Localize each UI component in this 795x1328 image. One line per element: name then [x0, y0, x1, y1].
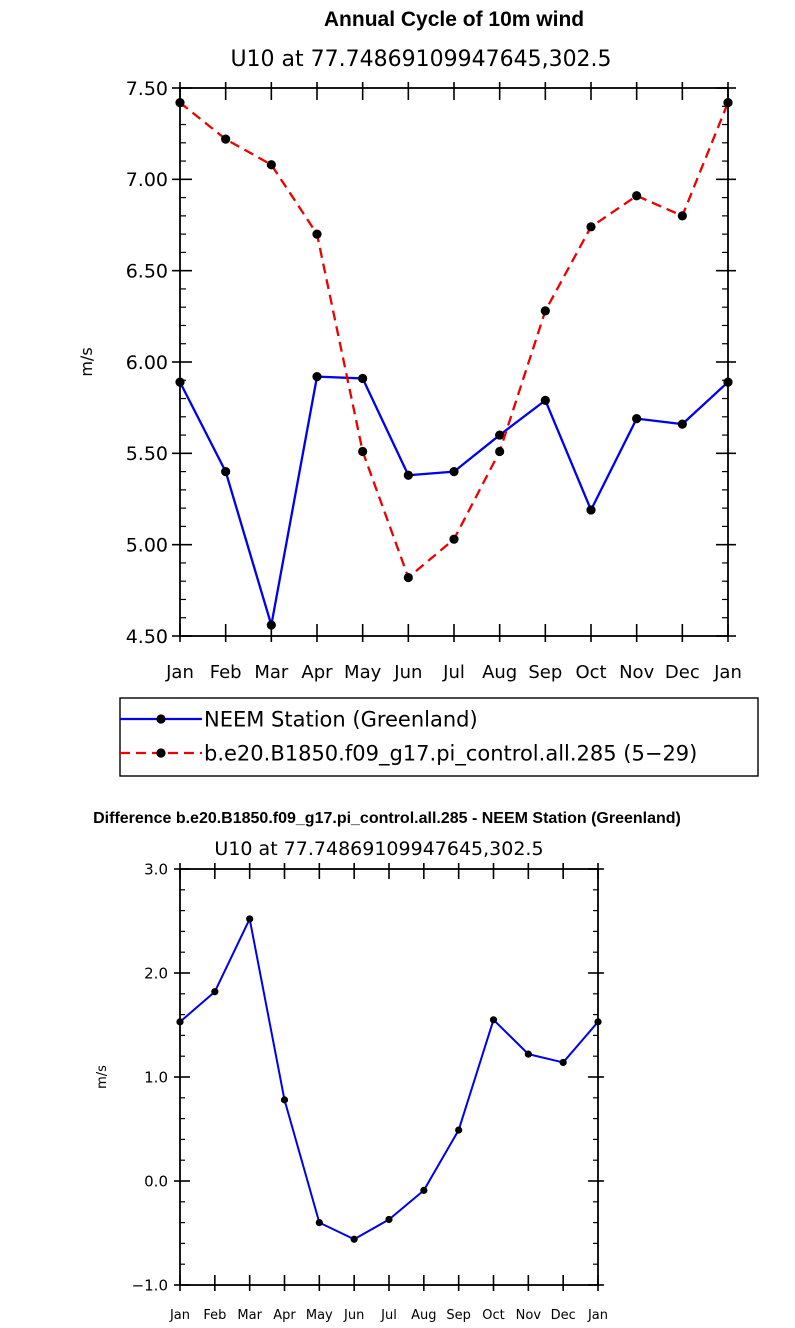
x-tick-label: Apr	[273, 1308, 296, 1323]
legend-swatch-marker	[156, 714, 166, 724]
x-tick-label: Aug	[482, 662, 517, 683]
data-point	[723, 98, 733, 108]
y-tick-label: 5.50	[126, 443, 168, 465]
x-tick-label: Feb	[203, 1308, 226, 1323]
plot-frame	[179, 868, 599, 1286]
data-point	[176, 1018, 184, 1026]
y-tick-label: 5.00	[126, 535, 168, 557]
x-tick-label: Jan	[587, 1308, 608, 1323]
data-point	[495, 446, 505, 457]
y-tick-label: 0.0	[144, 1172, 168, 1190]
y-tick-label: 6.50	[126, 261, 168, 283]
x-tick-label: Mar	[237, 1308, 262, 1323]
data-point	[246, 915, 254, 923]
data-point	[559, 1058, 567, 1067]
y-tick-label: 7.50	[126, 78, 168, 100]
x-tick-label: Jan	[169, 1308, 190, 1323]
x-tick-label: Mar	[254, 662, 289, 683]
data-point	[266, 160, 276, 170]
y-tick-label: −1.0	[132, 1276, 168, 1294]
data-point	[449, 534, 459, 544]
data-point	[350, 1235, 358, 1243]
legend-entry: NEEM Station (Greenland)	[204, 708, 478, 732]
data-point	[632, 414, 642, 424]
x-tick-label: Sep	[446, 1308, 471, 1323]
x-tick-label: Sep	[528, 662, 562, 683]
data-point	[211, 988, 219, 996]
x-tick-label: May	[306, 1308, 333, 1323]
data-point	[385, 1215, 393, 1224]
chart-subtitle: U10 at 77.74869109947645,302.5	[214, 838, 543, 860]
data-point	[723, 377, 733, 387]
x-tick-label: Oct	[482, 1308, 504, 1323]
x-tick-label: Jun	[393, 662, 422, 683]
series-line-0	[179, 917, 599, 1241]
data-point	[489, 1016, 498, 1024]
legend-box	[119, 697, 759, 777]
data-point	[221, 467, 231, 477]
data-point	[403, 572, 413, 583]
data-point	[312, 372, 322, 382]
data-point	[449, 467, 459, 477]
x-tick-label: Aug	[411, 1308, 436, 1323]
series-line-0	[178, 375, 729, 627]
data-point	[403, 470, 413, 480]
x-tick-label: Oct	[575, 662, 606, 683]
y-tick-label: 3.0	[144, 860, 168, 878]
y-tick-label: 4.50	[126, 626, 168, 648]
x-tick-label: Nov	[619, 662, 654, 683]
x-tick-label: Jul	[380, 1308, 397, 1323]
x-tick-label: Feb	[210, 662, 242, 683]
x-tick-label: Apr	[301, 662, 333, 683]
y-tick-label: 2.0	[144, 964, 168, 982]
data-point	[420, 1186, 428, 1194]
y-tick-label: 6.00	[126, 352, 168, 374]
data-point	[358, 446, 368, 457]
data-point	[586, 505, 596, 515]
x-tick-label: Jun	[343, 1308, 364, 1323]
legend-entry: b.e20.B1850.f09_g17.pi_control.all.285 (…	[204, 742, 697, 767]
chart-subtitle: U10 at 77.74869109947645,302.5	[230, 47, 611, 72]
x-tick-label: Jul	[442, 662, 465, 683]
y-axis-label: m/s	[95, 1065, 110, 1089]
data-point	[221, 134, 231, 144]
data-point	[632, 191, 642, 201]
data-point	[315, 1219, 323, 1227]
x-tick-label: Dec	[551, 1308, 576, 1323]
x-tick-label: Dec	[665, 662, 700, 683]
data-point	[524, 1050, 532, 1058]
data-point	[312, 229, 322, 239]
data-point	[586, 222, 596, 232]
data-point	[540, 395, 550, 405]
plot-frame	[179, 87, 729, 637]
data-point	[358, 373, 368, 384]
data-point	[175, 377, 185, 387]
data-point	[266, 620, 276, 630]
x-tick-label: May	[344, 662, 382, 683]
y-axis-label: m/s	[77, 347, 96, 376]
data-point	[594, 1018, 602, 1026]
data-point	[495, 430, 505, 440]
y-tick-label: 1.0	[144, 1068, 168, 1086]
chart-title: Annual Cycle of 10m wind	[324, 8, 584, 31]
x-tick-label: Jan	[165, 662, 194, 683]
data-point	[280, 1096, 289, 1104]
series-line-1	[179, 101, 730, 579]
y-tick-label: 7.00	[126, 169, 168, 191]
data-point	[175, 98, 185, 108]
x-tick-label: Nov	[516, 1308, 542, 1323]
x-tick-label: Jan	[713, 662, 742, 683]
legend-swatch-marker	[156, 748, 166, 758]
data-point	[455, 1126, 463, 1134]
chart-title: Difference b.e20.B1850.f09_g17.pi_contro…	[93, 810, 681, 827]
data-point	[540, 306, 550, 316]
data-point	[677, 211, 687, 221]
data-point	[677, 419, 687, 429]
